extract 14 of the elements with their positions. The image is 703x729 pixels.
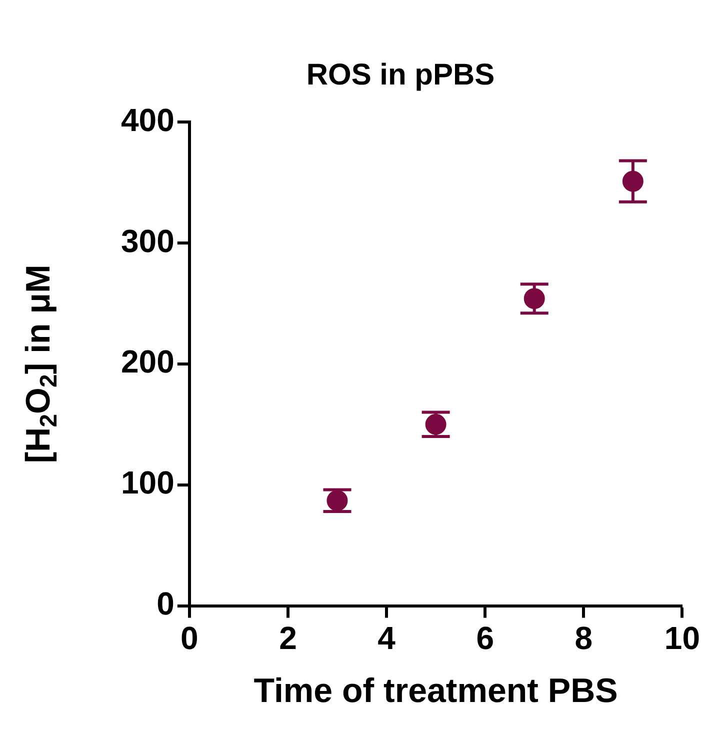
- x-axis-title: Time of treatment PBS: [254, 672, 618, 710]
- y-tick-label: 400: [121, 102, 174, 138]
- x-tick-label: 2: [279, 620, 297, 656]
- chart-title: ROS in pPBS: [306, 58, 495, 92]
- y-tick-label: 300: [121, 222, 174, 259]
- x-tick-label: 8: [574, 620, 593, 656]
- y-axis-title: [H2O2] in μM: [19, 264, 63, 464]
- y-tick-label: 0: [156, 586, 174, 622]
- x-tick-label: 10: [664, 620, 700, 656]
- y-tick-label: 200: [121, 344, 174, 380]
- x-tick-label: 6: [476, 620, 494, 656]
- x-tick-label: 4: [378, 620, 396, 656]
- x-tick-label: 0: [180, 620, 198, 656]
- y-tick-label: 100: [121, 464, 174, 501]
